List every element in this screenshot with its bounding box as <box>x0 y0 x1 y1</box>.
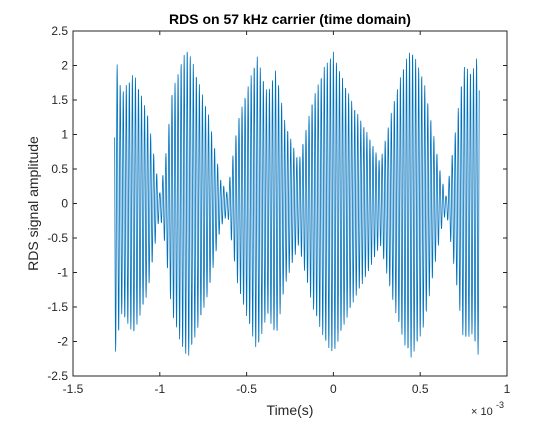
x-tick-label: -1 <box>154 382 165 396</box>
x-exponent-power: -3 <box>496 400 504 410</box>
x-tick-label: 1 <box>504 382 511 396</box>
x-tick-label: 0 <box>330 382 337 396</box>
y-tick-label: 2 <box>61 59 68 73</box>
y-tick-label: 0 <box>61 197 68 211</box>
y-tick-label: -0.5 <box>47 231 68 245</box>
y-tick-label: 0.5 <box>51 162 68 176</box>
y-tick-label: -2.5 <box>47 369 68 383</box>
x-exponent-label: × 10 -3 <box>471 400 504 418</box>
chart-title: RDS on 57 kHz carrier (time domain) <box>169 11 411 27</box>
x-axis-label: Time(s) <box>267 402 314 418</box>
series-line <box>114 51 480 358</box>
y-tick-label: -1 <box>57 266 68 280</box>
x-tick-label: 0.5 <box>412 382 429 396</box>
y-tick-label: 1 <box>61 128 68 142</box>
x-exponent-base: × 10 <box>471 406 493 418</box>
x-tick-label: -1.5 <box>63 382 84 396</box>
y-tick-label: -2 <box>57 335 68 349</box>
y-axis-label: RDS signal amplitude <box>25 136 41 271</box>
ticks-layer: -1.5 -1 -0.5 0 0.5 1 -2.5 -2 -1.5 -1 -0.5 0 0.5 1 1.5 2… <box>47 24 510 396</box>
y-tick-label: -1.5 <box>47 300 68 314</box>
y-tick-label: 2.5 <box>51 24 68 38</box>
x-tick-label: -0.5 <box>236 382 257 396</box>
y-tick-label: 1.5 <box>51 93 68 107</box>
data-layer <box>114 51 480 358</box>
